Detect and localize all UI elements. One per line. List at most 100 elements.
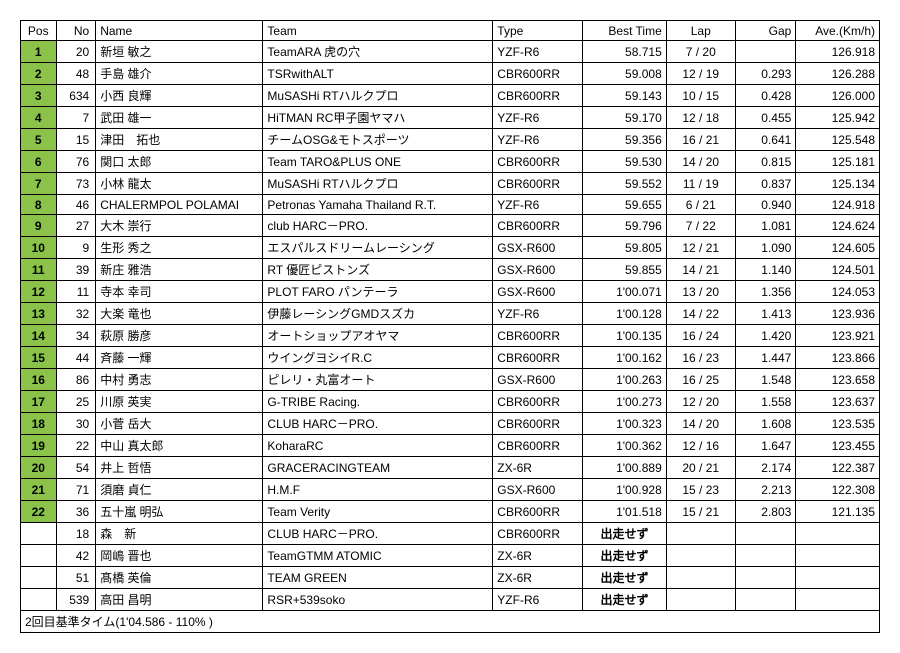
cell-best: 出走せず [583,523,667,545]
results-table: Pos No Name Team Type Best Time Lap Gap … [20,20,880,633]
cell-name: 萩原 勝彦 [96,325,263,347]
cell-gap: 0.815 [735,151,796,173]
cell-type: GSX-R600 [493,281,583,303]
cell-lap: 16 / 21 [666,129,735,151]
cell-no: 20 [56,41,96,63]
cell-ave: 123.535 [796,413,880,435]
cell-name: 森 新 [96,523,263,545]
table-row: 515津田 拓也チームOSG&モトスポーツYZF-R659.35616 / 21… [21,129,880,151]
cell-best: 出走せず [583,545,667,567]
cell-pos: 16 [21,369,57,391]
cell-best: 59.143 [583,85,667,107]
cell-best: 59.170 [583,107,667,129]
table-row: 2236五十嵐 明弘Team VerityCBR600RR1'01.51815 … [21,501,880,523]
cell-type: YZF-R6 [493,41,583,63]
hdr-best: Best Time [583,21,667,41]
cell-best: 1'00.071 [583,281,667,303]
cell-ave [796,545,880,567]
cell-lap [666,523,735,545]
cell-name: 井上 哲悟 [96,457,263,479]
cell-ave: 123.866 [796,347,880,369]
cell-pos [21,545,57,567]
cell-gap: 1.090 [735,237,796,259]
cell-pos: 13 [21,303,57,325]
cell-team: ピレリ・丸富オート [263,369,493,391]
cell-gap: 1.647 [735,435,796,457]
table-row: 846CHALERMPOL POLAMAIPetronas Yamaha Tha… [21,195,880,215]
cell-gap [735,567,796,589]
cell-ave: 121.135 [796,501,880,523]
cell-ave: 125.548 [796,129,880,151]
cell-team: HiTMAN RC甲子園ヤマハ [263,107,493,129]
cell-ave: 124.501 [796,259,880,281]
cell-ave [796,523,880,545]
cell-no: 25 [56,391,96,413]
cell-no: 36 [56,501,96,523]
cell-type: ZX-6R [493,457,583,479]
cell-team: TSRwithALT [263,63,493,85]
cell-gap: 0.293 [735,63,796,85]
cell-type: YZF-R6 [493,589,583,611]
cell-no: 11 [56,281,96,303]
cell-team: GRACERACINGTEAM [263,457,493,479]
table-row: 1922中山 真太郎KoharaRCCBR600RR1'00.36212 / 1… [21,435,880,457]
cell-lap: 11 / 19 [666,173,735,195]
cell-lap: 16 / 25 [666,369,735,391]
cell-gap: 1.140 [735,259,796,281]
table-row: 109生形 秀之エスパルスドリームレーシングGSX-R60059.80512 /… [21,237,880,259]
table-row: 248手島 雄介TSRwithALTCBR600RR59.00812 / 190… [21,63,880,85]
table-row: 1332大楽 竜也伊藤レーシングGMDスズカYZF-R61'00.12814 /… [21,303,880,325]
cell-gap: 0.940 [735,195,796,215]
cell-best: 1'00.323 [583,413,667,435]
cell-lap: 14 / 22 [666,303,735,325]
cell-gap [735,589,796,611]
cell-gap: 2.213 [735,479,796,501]
cell-pos: 17 [21,391,57,413]
cell-name: 岡嶋 晋也 [96,545,263,567]
cell-gap: 1.558 [735,391,796,413]
cell-best: 1'00.162 [583,347,667,369]
cell-ave [796,589,880,611]
cell-team: Team Verity [263,501,493,523]
cell-type: CBR600RR [493,435,583,457]
cell-ave: 124.624 [796,215,880,237]
cell-best: 59.356 [583,129,667,151]
cell-type: CBR600RR [493,215,583,237]
cell-name: 大楽 竜也 [96,303,263,325]
cell-type: CBR600RR [493,151,583,173]
cell-no: 18 [56,523,96,545]
hdr-pos: Pos [21,21,57,41]
cell-type: YZF-R6 [493,195,583,215]
cell-pos: 3 [21,85,57,107]
cell-name: CHALERMPOL POLAMAI [96,195,263,215]
cell-pos: 7 [21,173,57,195]
cell-best: 1'00.263 [583,369,667,391]
cell-team: エスパルスドリームレーシング [263,237,493,259]
table-row: 1830小菅 岳大CLUB HARC－PRO.CBR600RR1'00.3231… [21,413,880,435]
cell-type: GSX-R600 [493,479,583,501]
table-body: 120新垣 敏之TeamARA 虎の穴YZF-R658.7157 / 20126… [21,41,880,611]
cell-name: 新垣 敏之 [96,41,263,63]
cell-lap: 12 / 16 [666,435,735,457]
cell-ave: 125.181 [796,151,880,173]
cell-type: YZF-R6 [493,303,583,325]
cell-name: 五十嵐 明弘 [96,501,263,523]
cell-name: 津田 拓也 [96,129,263,151]
cell-pos: 11 [21,259,57,281]
footer-row: 2回目基準タイム(1'04.586 - 110% ) [21,611,880,633]
cell-no: 32 [56,303,96,325]
table-row: 120新垣 敏之TeamARA 虎の穴YZF-R658.7157 / 20126… [21,41,880,63]
table-row: 47武田 雄一HiTMAN RC甲子園ヤマハYZF-R659.17012 / 1… [21,107,880,129]
cell-name: 斉藤 一輝 [96,347,263,369]
table-row: 773小林 龍太MuSASHi RTハルクプロCBR600RR59.55211 … [21,173,880,195]
cell-best: 1'00.128 [583,303,667,325]
cell-team: MuSASHi RTハルクプロ [263,173,493,195]
cell-team: CLUB HARC－PRO. [263,413,493,435]
cell-type: CBR600RR [493,173,583,195]
cell-lap: 16 / 23 [666,347,735,369]
cell-ave: 125.942 [796,107,880,129]
table-row: 42岡嶋 晋也TeamGTMM ATOMICZX-6R出走せず [21,545,880,567]
cell-ave: 123.936 [796,303,880,325]
cell-lap: 10 / 15 [666,85,735,107]
table-row: 1544斉藤 一輝ウイングヨシイR.CCBR600RR1'00.16216 / … [21,347,880,369]
